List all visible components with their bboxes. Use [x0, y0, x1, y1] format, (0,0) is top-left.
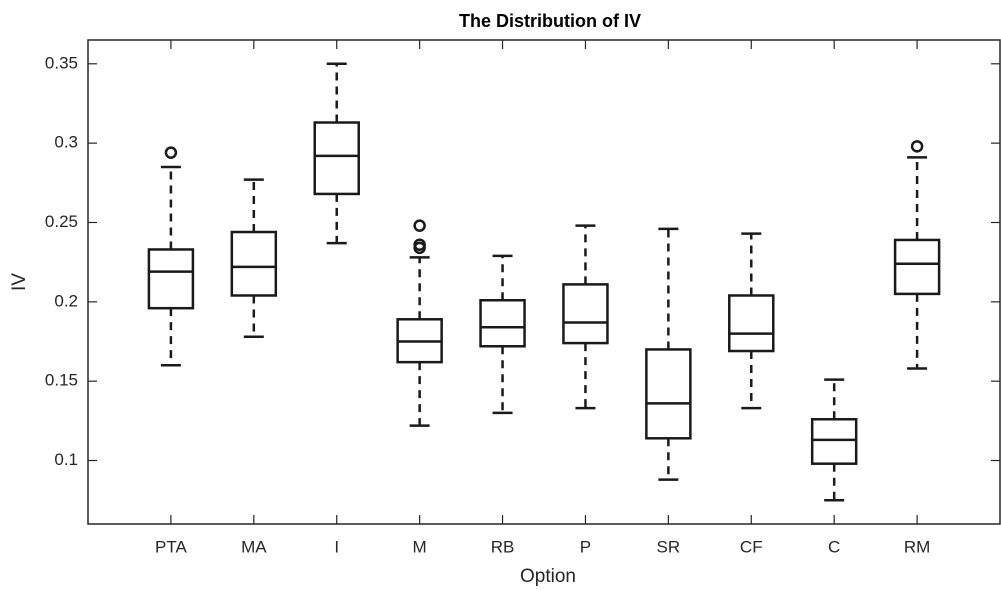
x-axis-label: Option [520, 566, 576, 587]
box [479, 298, 526, 348]
box [313, 121, 360, 196]
box [645, 348, 692, 440]
x-tick-label: RB [491, 537, 515, 556]
x-tick-label: C [828, 537, 840, 556]
x-tick-label: I [334, 537, 339, 556]
box [230, 230, 278, 297]
y-axis-label: IV [9, 273, 30, 291]
y-tick-label: 0.35 [45, 53, 78, 72]
outlier [413, 219, 426, 232]
box [810, 418, 858, 465]
y-tick-label: 0.3 [54, 133, 78, 152]
y-tick-label: 0.1 [54, 450, 78, 469]
outlier [413, 241, 426, 255]
box [147, 248, 195, 310]
outlier [910, 140, 924, 153]
x-tick-label: P [580, 537, 591, 556]
plot-frame [87, 39, 1001, 525]
outlier [164, 146, 178, 159]
x-tick-label: CF [740, 537, 763, 556]
chart-title: The Distribution of IV [459, 11, 641, 31]
x-tick-label: RM [904, 537, 930, 556]
x-tick-label: SR [657, 537, 681, 556]
box [728, 294, 775, 353]
y-tick-label: 0.2 [54, 291, 78, 310]
y-tick-label: 0.25 [45, 212, 78, 231]
x-tick-label: MA [241, 537, 267, 556]
box [893, 238, 941, 296]
y-tick-label: 0.15 [45, 371, 78, 390]
x-tick-label: PTA [155, 537, 187, 556]
x-tick-label: M [413, 537, 427, 556]
box [562, 283, 609, 345]
